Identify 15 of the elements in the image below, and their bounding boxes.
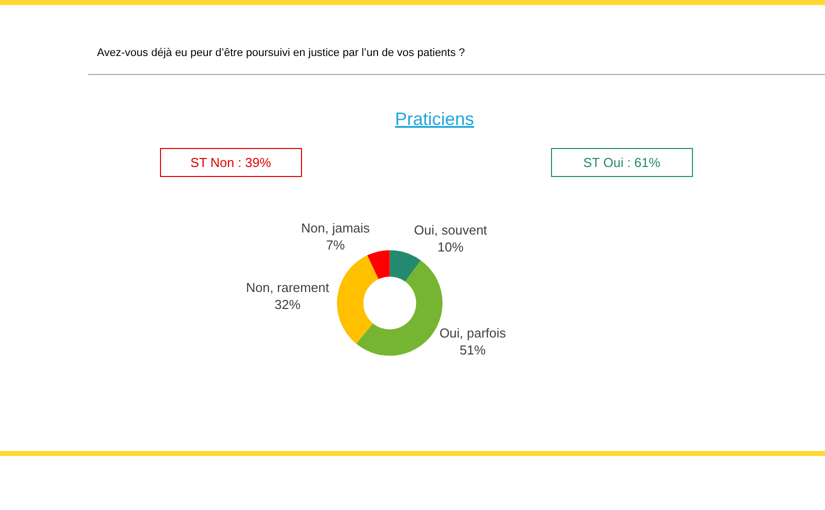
slice-label: Non, rarement [246, 280, 330, 296]
text: ST Oui : 61% [583, 155, 661, 170]
slice-label: Oui, parfois [439, 325, 506, 340]
chart-subtitle: Praticiens [395, 109, 474, 129]
data-label: 10% [438, 239, 464, 254]
donut-slice [337, 255, 379, 344]
donut-slice [367, 250, 390, 280]
data-label: 32% [274, 297, 301, 312]
data-label: 51% [460, 342, 486, 358]
donut-slice [390, 250, 421, 282]
text: ST Non : 39% [190, 155, 272, 170]
chart-title: Avez-vous déjà eu peur d’être poursuivi en justice par l’un de vos patients ? [97, 46, 465, 59]
slice-label: Non, jamais [301, 220, 370, 236]
data-label: 7% [326, 237, 346, 252]
slice-label: Oui, souvent [414, 222, 488, 238]
